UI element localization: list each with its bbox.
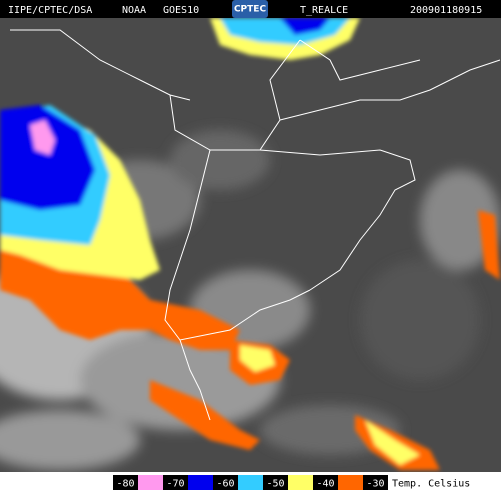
legend-label: -60 — [216, 479, 234, 490]
header-text: IIPE/CPTEC/DSA — [8, 5, 92, 16]
header-text: GOES10 — [163, 5, 199, 16]
logo: CPTEC — [234, 5, 266, 15]
legend-label-box — [313, 475, 338, 490]
legend-label: -50 — [266, 479, 284, 490]
legend-swatch — [138, 475, 163, 490]
legend-swatch — [188, 475, 213, 490]
legend-label-box — [363, 475, 388, 490]
header-text: T_REALCE — [300, 5, 348, 16]
legend-label-box — [263, 475, 288, 490]
logo-box — [232, 0, 268, 18]
borders — [10, 29, 501, 421]
legend-label-box — [213, 475, 238, 490]
legend-label: -70 — [166, 479, 184, 490]
legend-label-box — [113, 475, 138, 490]
legend-label: -30 — [366, 479, 384, 490]
legend-swatch — [238, 475, 263, 490]
legend-label-box — [163, 475, 188, 490]
header-text: 200901180915 — [410, 5, 482, 16]
cold-cloud-tops — [0, 18, 500, 470]
legend-label: -40 — [316, 479, 334, 490]
header-text: NOAA — [122, 5, 146, 16]
legend-swatch — [288, 475, 313, 490]
legend-label: -80 — [116, 479, 134, 490]
legend-unit: Temp. Celsius — [392, 479, 470, 490]
legend-swatch — [338, 475, 363, 490]
